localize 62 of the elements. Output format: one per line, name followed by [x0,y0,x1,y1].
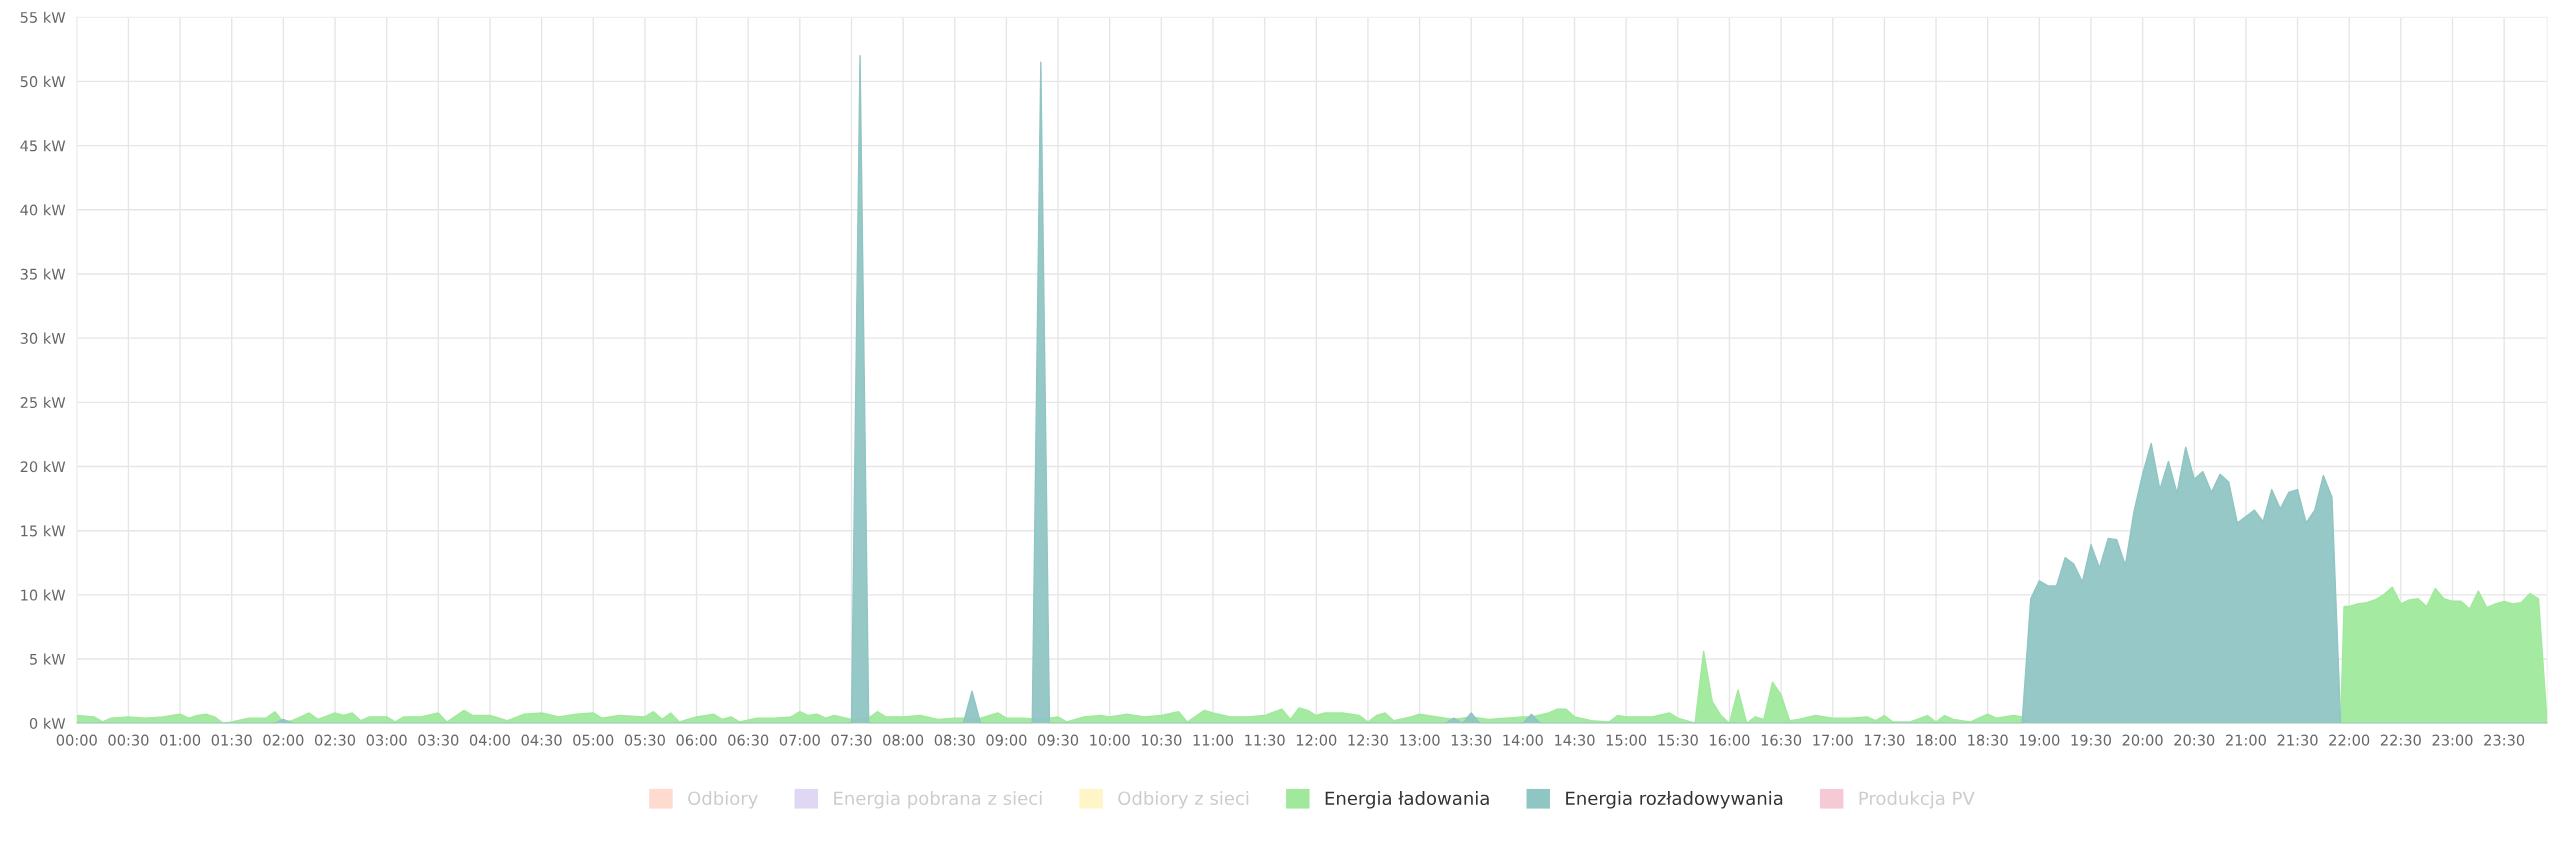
x-tick-label: 19:00 [2019,734,2060,746]
y-tick-label: 10 kW [21,589,66,601]
x-tick-label: 13:30 [1451,734,1492,746]
y-tick-label: 0 kW [29,717,66,729]
x-tick-label: 07:30 [831,734,872,746]
x-tick-label: 21:30 [2277,734,2318,746]
x-tick-label: 09:00 [986,734,1027,746]
x-tick-label: 15:00 [1606,734,1647,746]
x-tick-label: 06:00 [676,734,717,746]
x-tick-label: 03:30 [418,734,459,746]
x-tick-label: 05:30 [624,734,665,746]
x-tick-label: 17:30 [1864,734,1905,746]
y-tick-label: 5 kW [30,653,66,665]
x-tick-label: 07:00 [779,734,820,746]
x-tick-label: 22:30 [2380,734,2421,746]
x-tick-label: 21:00 [2225,734,2266,746]
x-tick-label: 02:30 [314,734,356,746]
x-tick-label: 06:30 [728,734,769,746]
x-tick-label: 03:00 [366,734,407,746]
x-tick-label: 12:30 [1348,734,1388,746]
x-tick-label: 14:30 [1555,734,1595,746]
x-tick-label: 01:30 [211,734,252,746]
x-tick-label: 01:00 [160,734,201,746]
x-tick-label: 08:00 [883,734,924,746]
legend-label: Energia ładowania [1325,791,1489,809]
x-tick-label: 18:30 [1968,734,2008,746]
y-tick-label: 35 kW [20,268,66,280]
y-tick-label: 40 kW [20,204,66,216]
x-tick-label: 22:00 [2329,734,2370,746]
x-tick-label: 11:00 [1193,734,1234,746]
y-tick-label: 30 kW [20,332,66,344]
x-tick-label: 23:30 [2484,734,2525,746]
x-tick-label: 04:00 [469,734,511,746]
legend-label: Energia rozładowywania [1566,791,1783,809]
x-tick-label: 00:30 [108,734,149,746]
x-tick-label: 16:00 [1710,734,1750,746]
y-tick-label: 20 kW [20,460,66,473]
y-tick-label: 25 kW [20,396,66,409]
y-tick-label: 55 kW [20,11,66,23]
x-tick-label: 08:30 [934,734,975,746]
x-tick-label: 20:00 [2122,734,2163,746]
x-tick-label: 14:00 [1503,734,1543,746]
x-tick-label: 04:30 [521,734,562,746]
x-tick-label: 10:00 [1090,734,1130,746]
x-tick-label: 13:00 [1400,734,1440,746]
x-tick-label: 02:00 [263,734,304,746]
x-tick-label: 11:30 [1245,734,1285,746]
x-tick-label: 10:30 [1141,734,1182,746]
x-tick-label: 18:00 [1916,734,1957,746]
x-tick-label: 09:30 [1038,734,1079,746]
x-tick-label: 05:00 [573,734,614,746]
x-tick-label: 16:30 [1761,734,1802,746]
y-tick-label: 45 kW [20,140,66,152]
x-tick-label: 17:00 [1813,734,1853,746]
x-tick-label: 20:30 [2174,734,2215,746]
x-tick-label: 19:30 [2071,734,2112,746]
x-tick-label: 12:00 [1296,734,1337,746]
x-tick-label: 23:00 [2432,734,2473,746]
y-tick-label: 15 kW [21,525,66,537]
y-tick-label: 50 kW [20,75,66,88]
x-tick-label: 15:30 [1658,734,1698,746]
x-tick-label: 00:00 [56,734,97,746]
